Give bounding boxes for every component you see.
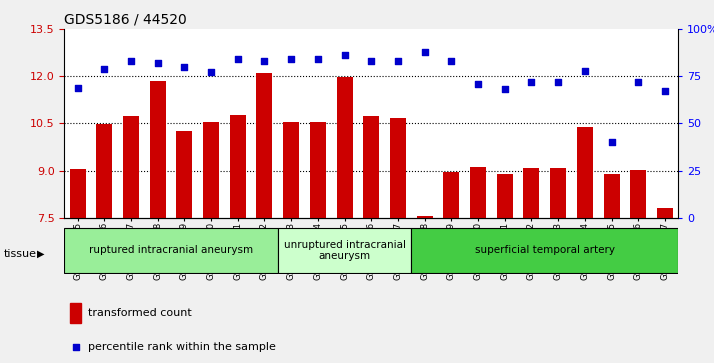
Bar <box>363 115 379 218</box>
Bar <box>336 77 353 218</box>
Bar <box>71 303 81 323</box>
Point <box>659 89 670 94</box>
Bar <box>443 172 459 218</box>
Text: superficial temporal artery: superficial temporal artery <box>475 245 615 256</box>
Text: transformed count: transformed count <box>88 308 191 318</box>
Bar <box>96 124 112 218</box>
Point <box>553 79 564 85</box>
Bar <box>417 216 433 218</box>
Bar <box>577 127 593 218</box>
Bar <box>150 81 166 218</box>
Point <box>526 79 537 85</box>
Bar <box>64 228 278 273</box>
Bar <box>497 174 513 218</box>
Bar <box>310 122 326 218</box>
Point <box>206 70 217 76</box>
Point <box>419 49 431 54</box>
Bar <box>630 170 646 218</box>
Text: ruptured intracranial aneurysm: ruptured intracranial aneurysm <box>89 245 253 256</box>
Point <box>286 56 297 62</box>
Bar <box>203 122 219 218</box>
Bar <box>69 169 86 218</box>
Bar <box>550 168 566 218</box>
Point <box>152 60 164 66</box>
Point <box>312 56 323 62</box>
Point <box>72 85 84 90</box>
Point <box>579 68 590 73</box>
Point <box>473 81 484 87</box>
Bar <box>123 117 139 218</box>
Point <box>606 139 618 145</box>
Bar <box>390 118 406 218</box>
Text: GDS5186 / 44520: GDS5186 / 44520 <box>64 12 187 26</box>
Bar <box>470 167 486 218</box>
Bar <box>523 168 540 218</box>
Bar <box>230 115 246 218</box>
Point <box>125 58 136 64</box>
Point <box>366 58 377 64</box>
Text: ▶: ▶ <box>37 249 45 259</box>
Bar <box>256 73 273 218</box>
Point <box>178 64 190 70</box>
Point <box>70 344 81 350</box>
Text: tissue: tissue <box>4 249 36 259</box>
Bar <box>278 228 411 273</box>
Point <box>339 53 351 58</box>
Text: percentile rank within the sample: percentile rank within the sample <box>88 342 276 352</box>
Point <box>499 86 511 92</box>
Point <box>99 66 110 72</box>
Bar <box>603 174 620 218</box>
Bar <box>411 228 678 273</box>
Bar <box>657 208 673 218</box>
Bar <box>176 131 192 218</box>
Point <box>258 58 270 64</box>
Text: unruptured intracranial
aneurysm: unruptured intracranial aneurysm <box>283 240 406 261</box>
Point <box>392 58 403 64</box>
Point <box>232 56 243 62</box>
Point <box>633 79 644 85</box>
Bar <box>283 122 299 218</box>
Point <box>446 58 457 64</box>
